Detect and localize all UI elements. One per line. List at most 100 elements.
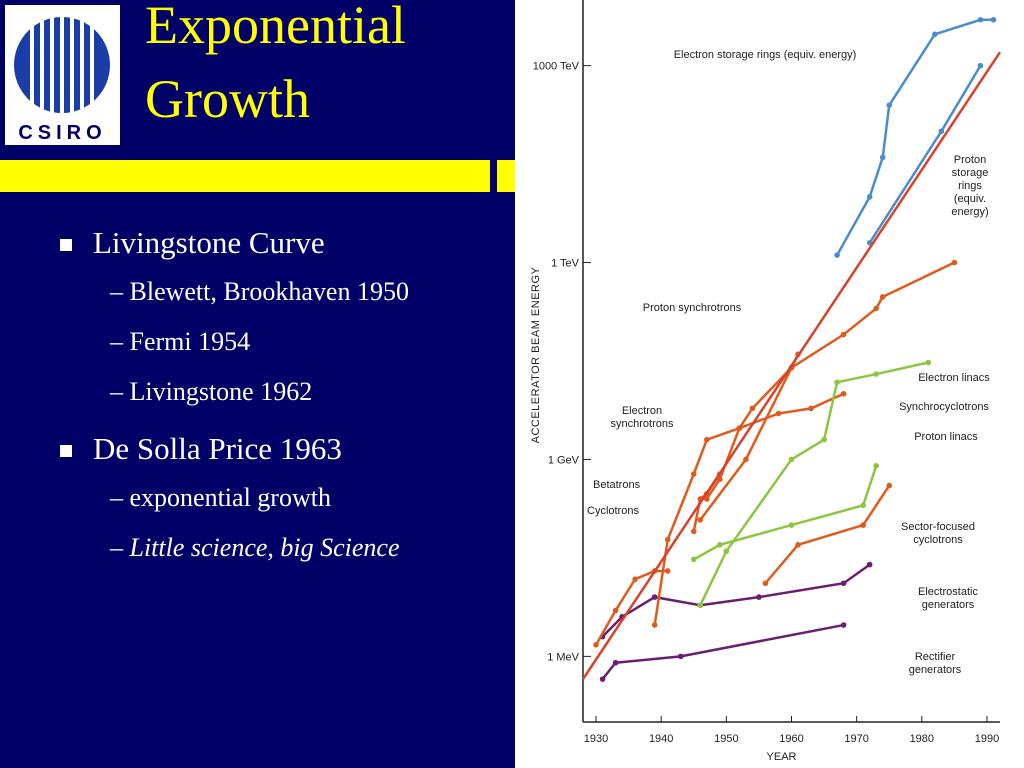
data-point	[938, 128, 945, 135]
series-line	[764, 484, 891, 585]
data-point	[873, 371, 880, 377]
data-point	[612, 659, 619, 666]
y-tick-label: 1 TeV	[551, 258, 580, 270]
sub-bullet: – Little science, big Science	[110, 533, 400, 562]
x-tick-label: 1930	[584, 733, 608, 745]
data-point	[821, 436, 827, 443]
data-point	[860, 502, 866, 509]
data-point	[879, 294, 886, 300]
series-label: Sector-focused cyclotrons	[901, 521, 975, 546]
x-tick-label: 1980	[910, 733, 934, 745]
y-tick-label: 1 GeV	[548, 454, 580, 466]
sub-bullet-text: Little science, big Science	[129, 533, 400, 562]
series-label: Electron linacs	[918, 372, 990, 384]
data-point	[697, 517, 704, 523]
data-point	[834, 252, 840, 258]
data-point	[840, 622, 847, 628]
data-point	[697, 602, 704, 609]
series-label: Electrostatic generators	[918, 586, 978, 611]
data-point	[664, 568, 671, 574]
sub-bullet-text: exponential growth	[129, 483, 331, 512]
logo-text: CSIRO	[18, 122, 107, 144]
data-point	[977, 16, 984, 23]
x-tick-label: 1970	[844, 733, 868, 745]
series-label: Betatrons	[593, 479, 641, 491]
series-label: Proton storage rings (equiv. energy)	[951, 154, 988, 218]
title-bar	[497, 160, 515, 192]
data-point	[886, 102, 893, 108]
data-point	[886, 482, 893, 489]
x-tick-label: 1990	[975, 733, 999, 745]
data-point	[795, 542, 801, 548]
series-label: Electron storage rings (equiv. energy)	[674, 49, 857, 61]
logo: CSIRO	[5, 5, 120, 145]
title: Growth	[145, 69, 310, 129]
series-label: Electron synchrotrons	[611, 405, 674, 430]
data-point	[677, 653, 684, 660]
data-point	[788, 522, 795, 528]
data-point	[840, 331, 847, 338]
data-point	[951, 259, 958, 266]
data-point	[866, 561, 873, 568]
series-label: Proton synchrotrons	[643, 302, 742, 314]
data-point	[840, 580, 847, 587]
y-tick-label: 1000 TeV	[533, 61, 580, 73]
data-point	[632, 576, 638, 582]
data-point	[690, 471, 697, 477]
data-point	[749, 405, 756, 412]
title-bar	[0, 160, 490, 192]
sub-bullet: – Livingstone 1962	[110, 377, 313, 406]
series-label: Rectifier generators	[909, 651, 962, 676]
data-point	[664, 536, 671, 543]
x-tick-label: 1940	[649, 733, 673, 745]
bullet: Livingstone Curve	[60, 225, 325, 261]
x-axis-label: YEAR	[767, 751, 797, 763]
title: Exponential	[145, 0, 406, 55]
data-point	[599, 676, 606, 682]
sub-bullet-text: Fermi 1954	[129, 327, 251, 356]
series-label: Cyclotrons	[587, 505, 639, 517]
data-point	[743, 456, 749, 463]
data-point	[860, 522, 866, 528]
sub-bullet-text: Blewett, Brookhaven 1950	[129, 277, 409, 306]
y-axis-label: ACCELERATOR BEAM ENERGY	[530, 266, 542, 443]
data-point	[651, 622, 658, 628]
series-label: Proton linacs	[914, 431, 978, 443]
data-point	[612, 607, 619, 614]
data-point	[834, 379, 840, 386]
data-point	[756, 594, 762, 600]
data-point	[932, 31, 938, 38]
data-point	[703, 436, 710, 443]
sub-bullet: – Blewett, Brookhaven 1950	[110, 277, 409, 306]
data-point	[736, 425, 743, 431]
data-point	[925, 359, 932, 366]
data-point	[703, 496, 710, 502]
data-point	[717, 542, 723, 548]
sub-bullet: – exponential growth	[110, 483, 331, 512]
data-point	[977, 62, 984, 69]
bullet-text: Livingstone Curve	[93, 225, 325, 260]
data-point	[690, 556, 697, 563]
data-point	[879, 154, 886, 161]
data-point	[723, 548, 730, 555]
series-label: Synchrocyclotrons	[899, 401, 989, 413]
sub-bullet: – Fermi 1954	[110, 327, 251, 356]
data-point	[788, 456, 795, 463]
bullet: De Solla Price 1963	[60, 431, 342, 467]
data-point	[808, 405, 814, 412]
chart: 1 MeV 1 GeV 1 TeV 1000 TeV 1930 1940 1950 1960 1…	[515, 0, 1024, 768]
data-point	[762, 580, 769, 587]
data-point	[873, 463, 880, 469]
data-point	[690, 528, 697, 535]
data-point	[593, 642, 599, 648]
data-point	[651, 594, 658, 600]
data-point	[866, 194, 873, 200]
data-point	[840, 391, 847, 397]
series-line	[601, 623, 844, 680]
logo-emblem	[14, 17, 110, 113]
y-tick-label: 1 MeV	[547, 651, 579, 663]
data-point	[717, 476, 723, 483]
bullet-text: De Solla Price 1963	[93, 431, 342, 466]
